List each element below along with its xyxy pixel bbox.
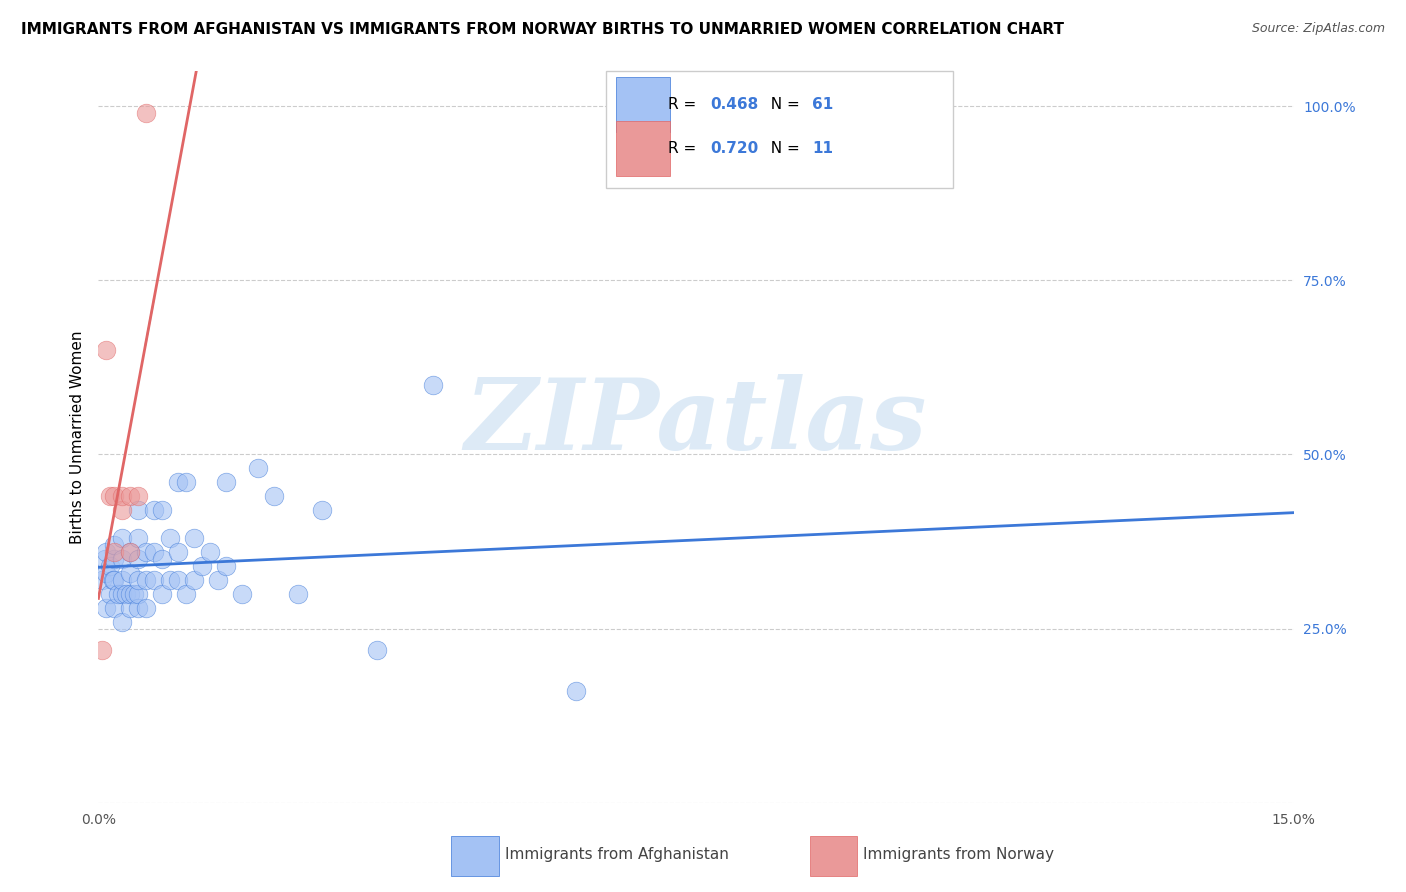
Text: R =: R = bbox=[668, 141, 702, 156]
Point bbox=[98, 587, 122, 601]
Point bbox=[127, 531, 149, 545]
Point bbox=[246, 461, 269, 475]
Point bbox=[565, 684, 588, 698]
Point bbox=[103, 552, 125, 566]
Point bbox=[135, 106, 157, 120]
Point bbox=[101, 573, 124, 587]
Point bbox=[207, 573, 229, 587]
Point bbox=[366, 642, 388, 657]
Point bbox=[150, 587, 173, 601]
FancyBboxPatch shape bbox=[616, 77, 669, 132]
Text: 0.720: 0.720 bbox=[710, 141, 759, 156]
Point bbox=[120, 489, 142, 503]
Point bbox=[135, 600, 157, 615]
Point bbox=[143, 503, 166, 517]
Point bbox=[120, 545, 142, 559]
Text: Immigrants from Norway: Immigrants from Norway bbox=[863, 847, 1054, 862]
Point bbox=[111, 615, 134, 629]
Point bbox=[311, 503, 333, 517]
Point bbox=[287, 587, 309, 601]
Point bbox=[167, 545, 190, 559]
Point bbox=[111, 503, 134, 517]
Point bbox=[191, 558, 214, 573]
Point bbox=[263, 489, 285, 503]
Point bbox=[94, 552, 117, 566]
Point bbox=[111, 489, 134, 503]
FancyBboxPatch shape bbox=[616, 120, 669, 176]
Point bbox=[167, 475, 190, 490]
Point bbox=[107, 587, 129, 601]
Text: 0.468: 0.468 bbox=[710, 96, 759, 112]
Point bbox=[103, 600, 125, 615]
Text: 11: 11 bbox=[811, 141, 832, 156]
Point bbox=[127, 587, 149, 601]
Point bbox=[183, 573, 205, 587]
Point bbox=[103, 489, 125, 503]
Point bbox=[127, 503, 149, 517]
Point bbox=[103, 538, 125, 552]
Point bbox=[111, 552, 134, 566]
Point bbox=[150, 503, 173, 517]
Point bbox=[120, 587, 142, 601]
Point bbox=[96, 600, 118, 615]
Point bbox=[124, 587, 146, 601]
Point bbox=[127, 552, 149, 566]
Point bbox=[120, 600, 142, 615]
Y-axis label: Births to Unmarried Women: Births to Unmarried Women bbox=[69, 330, 84, 544]
Point bbox=[183, 531, 205, 545]
Point bbox=[422, 377, 444, 392]
Point bbox=[215, 558, 238, 573]
Point bbox=[96, 566, 118, 580]
Point bbox=[111, 587, 134, 601]
Point bbox=[127, 489, 149, 503]
Point bbox=[135, 573, 157, 587]
Text: N =: N = bbox=[761, 141, 804, 156]
Point bbox=[111, 573, 134, 587]
Point bbox=[143, 573, 166, 587]
Point bbox=[159, 531, 181, 545]
Point bbox=[103, 573, 125, 587]
Point bbox=[150, 552, 173, 566]
Point bbox=[127, 573, 149, 587]
Text: R =: R = bbox=[668, 96, 702, 112]
Point bbox=[231, 587, 253, 601]
Point bbox=[159, 573, 181, 587]
Text: ZIPatlas: ZIPatlas bbox=[465, 375, 927, 471]
Point bbox=[143, 545, 166, 559]
Point bbox=[120, 566, 142, 580]
Text: N =: N = bbox=[761, 96, 804, 112]
Point bbox=[215, 475, 238, 490]
Text: Source: ZipAtlas.com: Source: ZipAtlas.com bbox=[1251, 22, 1385, 36]
Point bbox=[198, 545, 221, 559]
Point bbox=[120, 545, 142, 559]
FancyBboxPatch shape bbox=[451, 836, 499, 876]
Point bbox=[96, 545, 118, 559]
Point bbox=[167, 573, 190, 587]
Point bbox=[98, 558, 122, 573]
Point bbox=[103, 545, 125, 559]
Point bbox=[91, 642, 114, 657]
Point bbox=[174, 475, 197, 490]
Point bbox=[135, 545, 157, 559]
Point bbox=[174, 587, 197, 601]
Point bbox=[127, 600, 149, 615]
Point bbox=[91, 573, 114, 587]
FancyBboxPatch shape bbox=[810, 836, 858, 876]
Text: IMMIGRANTS FROM AFGHANISTAN VS IMMIGRANTS FROM NORWAY BIRTHS TO UNMARRIED WOMEN : IMMIGRANTS FROM AFGHANISTAN VS IMMIGRANT… bbox=[21, 22, 1064, 37]
Text: Immigrants from Afghanistan: Immigrants from Afghanistan bbox=[505, 847, 728, 862]
FancyBboxPatch shape bbox=[606, 71, 953, 188]
Text: 61: 61 bbox=[811, 96, 834, 112]
Point bbox=[98, 489, 122, 503]
Point bbox=[96, 343, 118, 357]
Point bbox=[111, 531, 134, 545]
Point bbox=[115, 587, 138, 601]
